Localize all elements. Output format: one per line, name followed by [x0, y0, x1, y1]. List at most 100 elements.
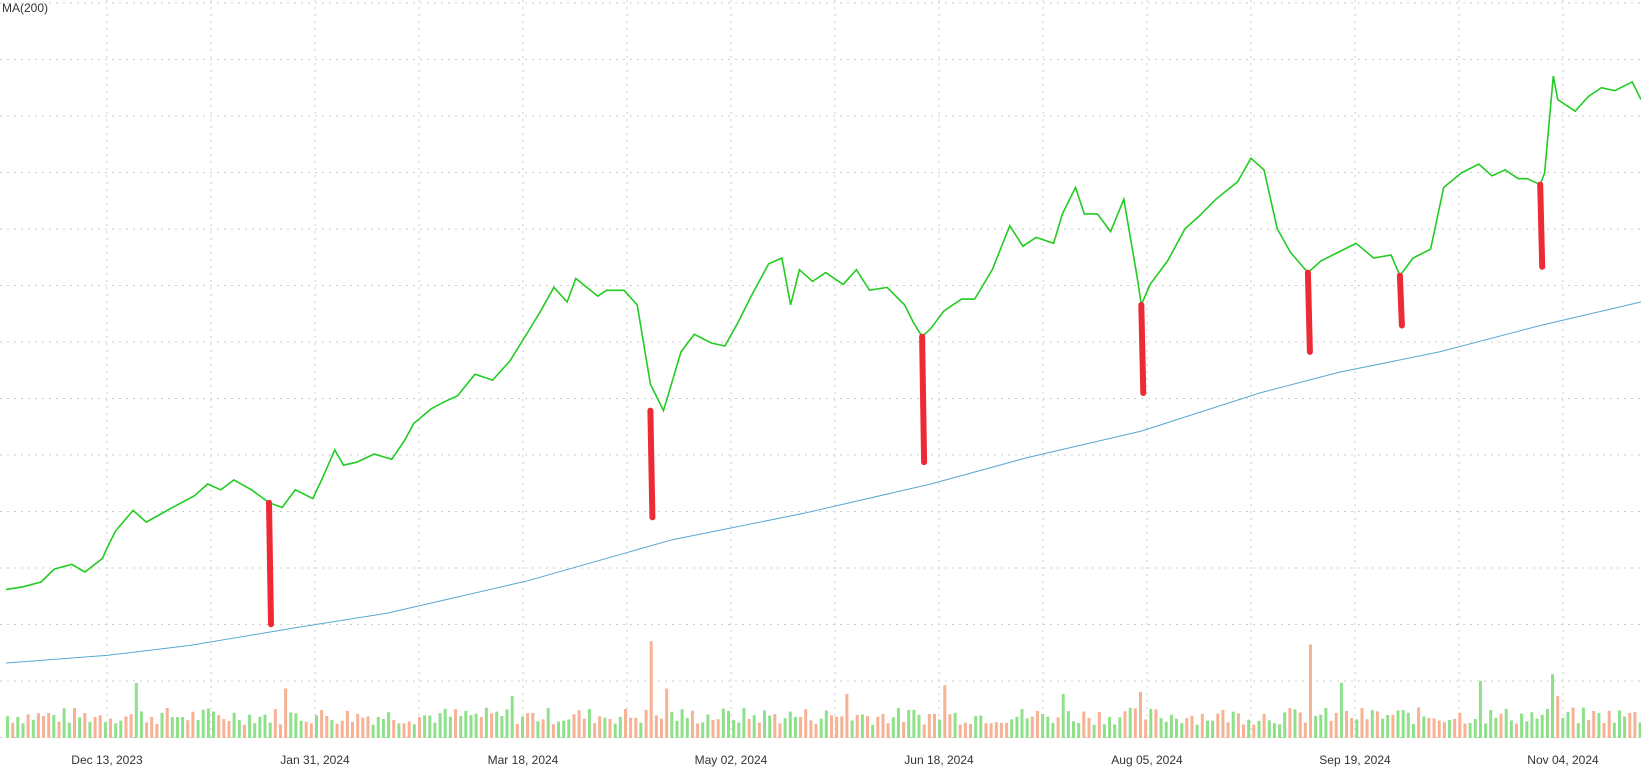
x-tick-label: Sep 19, 2024 — [1319, 753, 1391, 767]
volume-bar — [1612, 722, 1616, 738]
volume-bar — [443, 708, 447, 738]
volume-bar — [526, 713, 530, 738]
volume-bar — [78, 717, 82, 738]
volume-bar — [1113, 724, 1117, 738]
volume-bar — [572, 714, 576, 738]
volume-bar — [1453, 718, 1457, 738]
volume-bar — [134, 683, 138, 738]
volume-bar — [675, 720, 679, 738]
volume-bar — [1005, 723, 1009, 738]
volume-bar — [711, 719, 715, 738]
volume-bar — [546, 707, 550, 738]
gap-marker — [1396, 272, 1405, 329]
volume-bar — [866, 716, 869, 738]
volume-bar — [186, 720, 190, 738]
volume-bar — [1314, 715, 1318, 738]
volume-bar — [814, 723, 818, 738]
volume-bar — [917, 714, 921, 738]
x-tick-label: Dec 13, 2023 — [71, 753, 143, 767]
volume-bar — [1448, 719, 1451, 738]
volume-bar — [1468, 723, 1472, 738]
volume-bar — [696, 723, 700, 738]
volume-bar — [356, 713, 360, 738]
volume-bar — [196, 720, 200, 738]
volume-bar — [541, 719, 545, 738]
volume-bar — [1607, 710, 1611, 738]
volume-bar — [1463, 723, 1467, 738]
volume-bar — [1087, 717, 1091, 738]
volume-bar — [1061, 694, 1065, 738]
volume-bar — [1324, 707, 1328, 738]
volume-bar — [1092, 724, 1096, 738]
volume-bar — [88, 721, 92, 738]
volume-bar — [119, 720, 123, 738]
volume-bar — [1515, 723, 1518, 738]
volume-bar — [351, 721, 354, 738]
volume-bar — [716, 719, 720, 738]
volume-bar — [1473, 719, 1477, 738]
volume-bar — [1108, 717, 1112, 738]
volume-bar — [1406, 712, 1410, 738]
volume-bar — [845, 694, 849, 738]
volume-bar — [1525, 721, 1529, 738]
gap-marker — [1537, 181, 1546, 270]
volume-bar — [1350, 718, 1354, 738]
volume-bar — [1442, 722, 1446, 738]
volume-bar — [1216, 713, 1220, 738]
volume-bar — [67, 722, 71, 738]
volume-bar — [217, 715, 221, 738]
volume-bar — [1478, 680, 1482, 738]
volume-bar — [335, 723, 339, 738]
volume-bar — [953, 712, 957, 738]
x-tick-label: Jan 31, 2024 — [280, 753, 350, 767]
volume-bar — [1489, 710, 1493, 738]
volume-bar — [1051, 722, 1055, 738]
x-tick-label: May 02, 2024 — [695, 753, 768, 767]
volume-bar — [284, 688, 288, 738]
volume-bar — [438, 713, 442, 738]
volume-bar — [1262, 714, 1266, 738]
volume-bar — [1540, 714, 1544, 738]
volume-bar — [1545, 708, 1549, 738]
volume-bar — [1365, 719, 1369, 738]
volume-bar — [860, 714, 864, 738]
volume-bar — [1180, 723, 1184, 738]
volume-bar — [582, 718, 586, 738]
volume-bar — [1236, 713, 1240, 738]
volume-bar — [577, 710, 581, 738]
volume-bar — [1370, 710, 1374, 738]
volume-bar — [855, 714, 859, 738]
volume-bar — [114, 723, 118, 738]
volume-bar — [690, 710, 694, 738]
gap-markers — [266, 181, 1546, 628]
gap-marker — [1304, 269, 1313, 355]
volume-bar — [1360, 708, 1364, 738]
volume-bar — [242, 724, 246, 738]
volume-bar — [768, 715, 772, 738]
volume-bar — [1401, 710, 1405, 738]
volume-bar — [340, 720, 344, 738]
volume-bar — [366, 716, 370, 738]
volume-bar — [562, 720, 566, 738]
volume-bar — [1097, 712, 1101, 738]
volume-bar — [1396, 710, 1400, 738]
volume-bar — [1242, 724, 1245, 738]
volume-bar — [706, 714, 710, 738]
volume-bar — [999, 722, 1003, 738]
volume-bar — [624, 709, 627, 738]
volume-bar — [150, 716, 154, 738]
volume-bar — [1504, 708, 1508, 738]
volume-bar — [1618, 710, 1621, 738]
volume-bar — [83, 713, 87, 738]
volume-bar — [1499, 713, 1503, 738]
volume-bar — [1030, 716, 1034, 738]
x-axis-tick-labels: Dec 13, 2023 Jan 31, 2024 Mar 18, 2024 May … — [71, 753, 1599, 767]
volume-bar — [433, 722, 437, 738]
volume-bar — [752, 715, 756, 738]
volume-bar — [428, 715, 432, 738]
gap-marker — [919, 333, 928, 466]
volume-bar — [840, 716, 844, 738]
volume-bar — [1494, 717, 1498, 738]
volume-bar — [1381, 718, 1385, 738]
volume-bar — [227, 721, 231, 738]
